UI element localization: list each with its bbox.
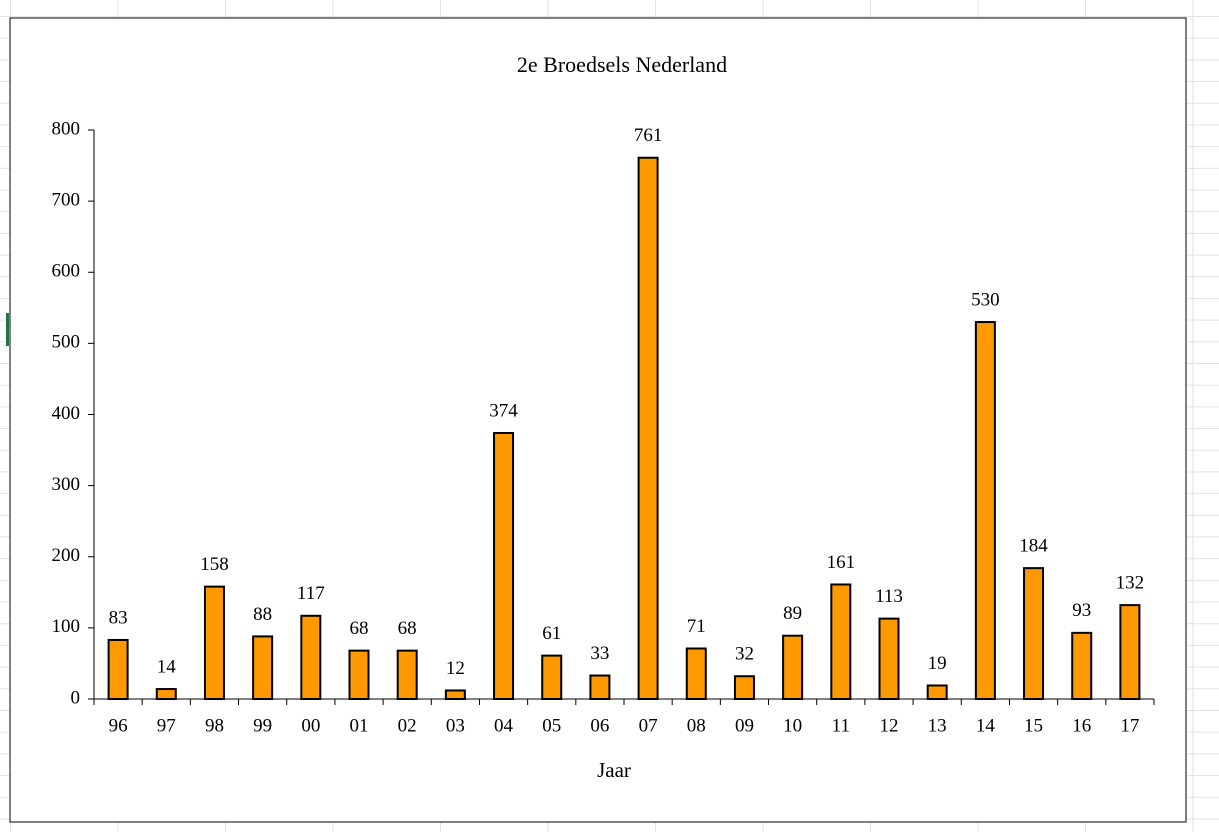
bar <box>541 654 563 701</box>
bar <box>396 649 418 701</box>
cell-marker <box>6 313 9 346</box>
bar <box>733 675 755 700</box>
data-label: 93 <box>1072 600 1091 621</box>
bar <box>252 635 274 700</box>
data-label: 132 <box>1116 572 1145 593</box>
bar <box>1023 567 1045 700</box>
x-axis-title: Jaar <box>597 758 631 782</box>
x-tick-label: 14 <box>976 715 996 736</box>
x-tick-label: 04 <box>494 715 514 736</box>
data-label: 61 <box>542 623 561 644</box>
data-label: 19 <box>928 653 947 674</box>
y-tick-label: 100 <box>52 616 81 637</box>
bar <box>493 431 515 700</box>
x-tick-label: 17 <box>1120 715 1139 736</box>
x-tick-label: 03 <box>446 715 465 736</box>
x-tick-label: 10 <box>783 715 802 736</box>
data-label: 161 <box>827 552 856 573</box>
data-label: 68 <box>398 618 417 639</box>
x-tick-label: 15 <box>1024 715 1043 736</box>
data-label: 113 <box>875 586 903 607</box>
bar <box>203 585 225 700</box>
data-label: 68 <box>350 618 369 639</box>
bar <box>107 638 129 700</box>
bar <box>974 321 996 700</box>
y-tick-label: 700 <box>52 189 81 210</box>
data-label: 83 <box>109 607 128 628</box>
x-tick-label: 99 <box>253 715 272 736</box>
y-tick-label: 300 <box>52 474 81 495</box>
data-label: 374 <box>489 400 518 421</box>
y-tick-label: 500 <box>52 332 81 353</box>
bar <box>926 684 948 701</box>
x-tick-label: 08 <box>687 715 706 736</box>
bar <box>348 649 370 701</box>
bar <box>878 617 900 700</box>
data-label: 184 <box>1019 535 1048 556</box>
x-tick-label: 13 <box>928 715 947 736</box>
x-tick-label: 97 <box>157 715 176 736</box>
data-label: 530 <box>971 289 1000 310</box>
bar <box>1119 604 1141 700</box>
data-label: 761 <box>634 125 663 146</box>
data-label: 71 <box>687 616 706 637</box>
bar <box>685 647 707 700</box>
data-label: 12 <box>446 658 465 679</box>
x-tick-label: 05 <box>542 715 561 736</box>
chart-title: 2e Broedsels Nederland <box>517 52 727 77</box>
x-tick-label: 98 <box>205 715 224 736</box>
y-tick-label: 0 <box>71 687 81 708</box>
bar <box>589 674 611 700</box>
x-tick-label: 01 <box>350 715 369 736</box>
x-tick-label: 16 <box>1072 715 1091 736</box>
x-tick-label: 00 <box>301 715 320 736</box>
x-tick-label: 07 <box>639 715 658 736</box>
bar <box>782 634 804 700</box>
x-tick-label: 06 <box>590 715 609 736</box>
data-label: 117 <box>297 583 325 604</box>
x-tick-label: 02 <box>398 715 417 736</box>
bar <box>637 156 659 700</box>
y-tick-label: 600 <box>52 261 81 282</box>
x-tick-label: 09 <box>735 715 754 736</box>
bar <box>300 614 322 700</box>
y-tick-label: 200 <box>52 545 81 566</box>
data-label: 33 <box>590 643 609 664</box>
y-tick-label: 400 <box>52 403 81 424</box>
data-label: 158 <box>200 554 229 575</box>
bar <box>830 583 852 701</box>
y-tick-label: 800 <box>52 118 81 139</box>
data-label: 32 <box>735 644 754 665</box>
x-tick-label: 96 <box>109 715 128 736</box>
bar <box>155 688 177 700</box>
x-tick-label: 12 <box>880 715 899 736</box>
x-tick-label: 11 <box>832 715 850 736</box>
bar <box>444 689 466 701</box>
data-label: 88 <box>253 604 272 625</box>
data-label: 14 <box>157 656 177 677</box>
bar <box>1071 631 1093 701</box>
data-label: 89 <box>783 603 802 624</box>
